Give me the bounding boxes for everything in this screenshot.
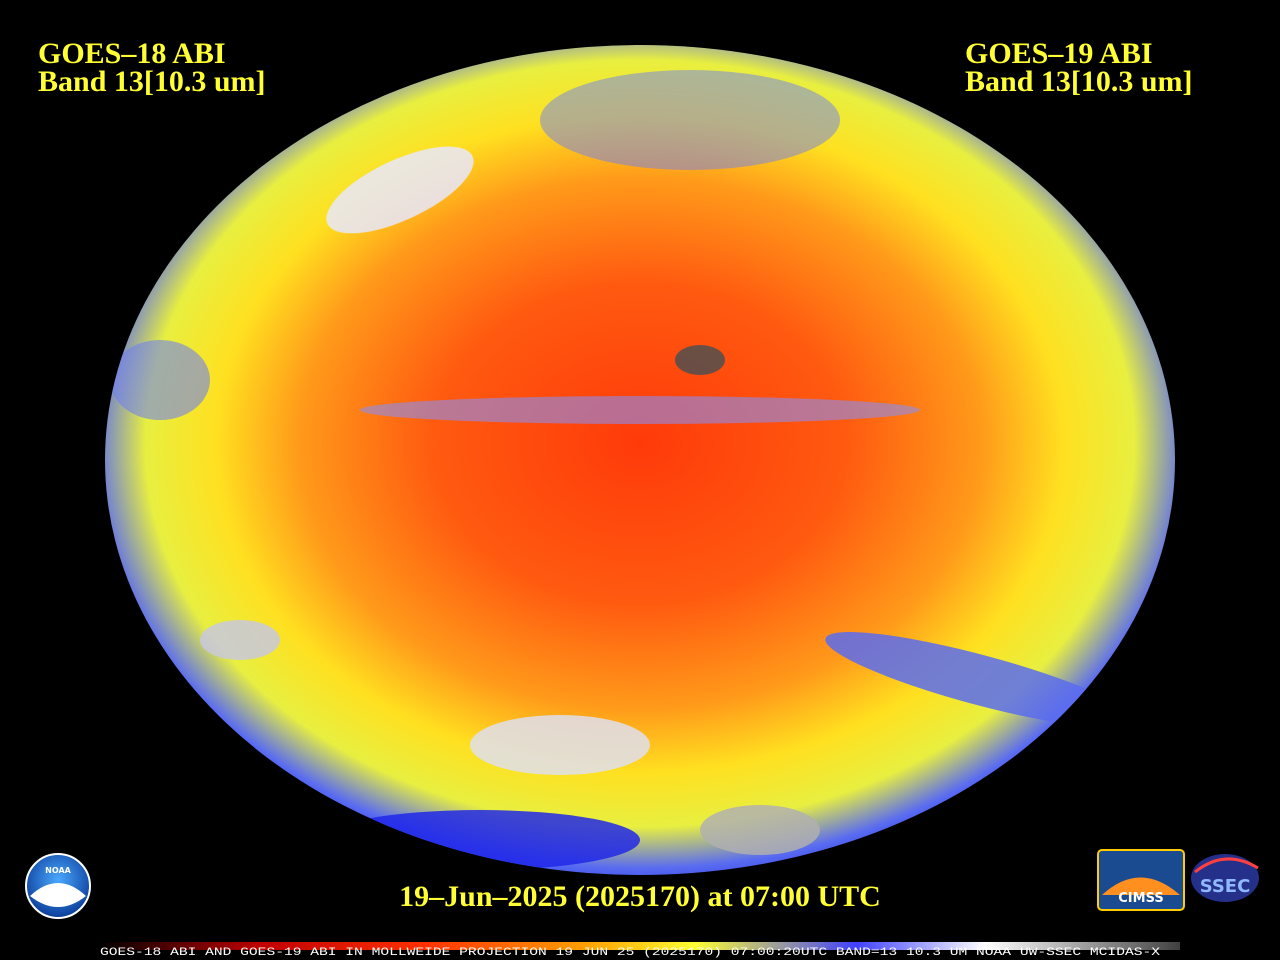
noaa-label: NOAA (45, 866, 71, 875)
footer-text: GOES-18 ABI AND GOES-19 ABI IN MOLLWEIDE… (100, 947, 1161, 959)
right-satellite: GOES–19 ABI (965, 37, 1153, 70)
left-satellite: GOES–18 ABI (38, 37, 226, 70)
timestamp: 19–Jun–2025 (2025170) at 07:00 UTC (399, 880, 881, 913)
cimss-label: CIMSS (1118, 891, 1163, 906)
right-band: Band 13[10.3 um] (965, 65, 1193, 98)
ssec-label: SSEC (1200, 876, 1251, 897)
cimss-logo: CIMSS (1097, 849, 1185, 911)
color-bar (100, 942, 1180, 950)
cloud-features (110, 70, 1135, 870)
left-band: Band 13[10.3 um] (38, 65, 266, 98)
noaa-logo: NOAA (25, 853, 91, 919)
ssec-logo: SSEC (1191, 854, 1259, 902)
